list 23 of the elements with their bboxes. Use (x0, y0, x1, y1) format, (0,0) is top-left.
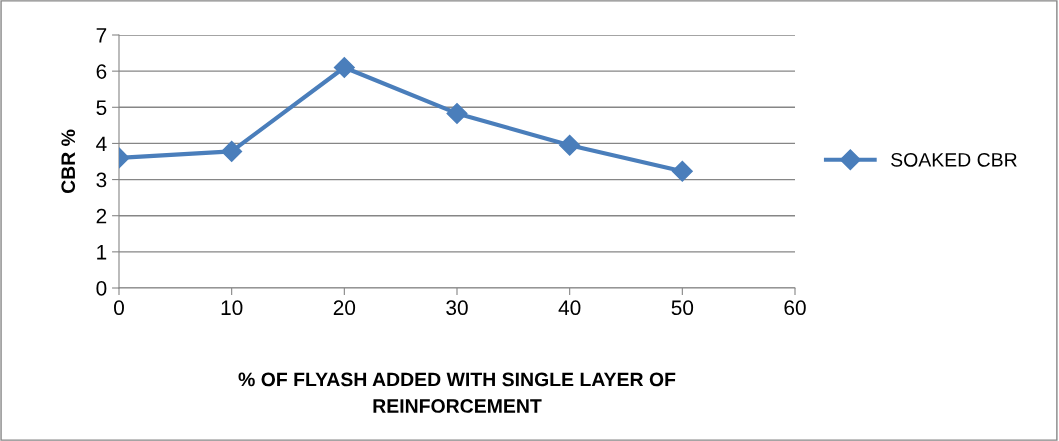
x-tick-label: 20 (333, 300, 356, 316)
x-axis-title: % OF FLYASH ADDED WITH SINGLE LAYER OF REINFORCEMENT (238, 372, 676, 413)
x-tick-label: 30 (446, 300, 468, 316)
legend-label: SOAKED CBR (891, 152, 1017, 167)
y-tick-label: 0 (96, 281, 107, 296)
y-tick-label: 7 (96, 28, 107, 43)
y-tick-label: 5 (96, 100, 107, 116)
y-axis-title: CBR % (61, 129, 76, 194)
point (446, 102, 468, 124)
x-tick-label: 10 (221, 300, 243, 316)
y-tick-label: 3 (96, 172, 107, 188)
x-tick-label: 60 (784, 300, 806, 316)
y-tick-label: 1 (97, 245, 107, 260)
point (333, 57, 355, 79)
point (671, 160, 693, 182)
y-tick-label: 4 (96, 136, 107, 151)
y-tick-label: 6 (96, 64, 107, 79)
point (221, 140, 243, 162)
x-tick-label: 40 (558, 300, 581, 316)
point (559, 134, 581, 156)
x-tick-label: 50 (671, 300, 694, 316)
y-tick-label: 2 (96, 208, 107, 224)
x-tick-label: 0 (114, 300, 124, 316)
